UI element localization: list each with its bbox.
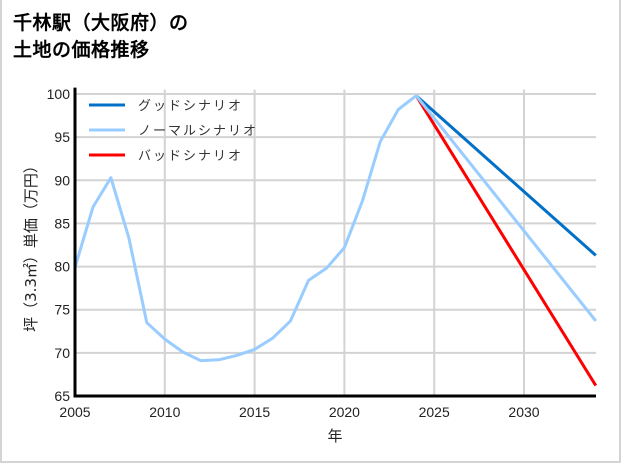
y-tick-label: 100 — [47, 86, 71, 102]
x-axis-ticks: 2005 2010 2015 2020 2025 2030 — [59, 404, 539, 420]
chart-title: 千林駅（大阪府）の 土地の価格推移 — [13, 10, 189, 64]
x-tick-label: 2030 — [508, 404, 539, 420]
y-axis-ticks: 65 70 75 80 85 90 95 100 — [47, 86, 71, 404]
axes — [73, 87, 596, 398]
x-tick-label: 2015 — [239, 404, 270, 420]
y-tick-label: 90 — [54, 172, 70, 188]
data-lines — [73, 94, 598, 387]
gridlines — [75, 89, 596, 396]
y-tick-label: 95 — [54, 129, 70, 145]
x-tick-label: 2005 — [59, 404, 90, 420]
x-tick-label: 2025 — [419, 404, 450, 420]
x-tick-label: 2020 — [329, 404, 360, 420]
series-line-0 — [415, 94, 597, 257]
x-tick-label: 2010 — [149, 404, 180, 420]
legend-label: グッドシナリオ — [138, 99, 243, 114]
series-line-1 — [415, 94, 597, 322]
y-tick-label: 85 — [54, 215, 70, 231]
legend-label: ノーマルシナリオ — [138, 124, 258, 139]
y-axis-label: 坪（3.3㎡）単価（万円） — [22, 158, 40, 332]
y-tick-label: 65 — [54, 388, 70, 404]
y-tick-label: 70 — [54, 345, 70, 361]
y-tick-label: 75 — [54, 302, 70, 318]
chart-title-line2: 土地の価格推移 — [13, 39, 150, 61]
y-tick-label: 80 — [54, 259, 70, 275]
historical-line — [73, 94, 418, 363]
chart-title-line1: 千林駅（大阪府）の — [13, 12, 189, 34]
legend-label: バッドシナリオ — [138, 149, 243, 164]
series-line-2 — [414, 94, 598, 387]
x-axis-label: 年 — [327, 427, 342, 445]
